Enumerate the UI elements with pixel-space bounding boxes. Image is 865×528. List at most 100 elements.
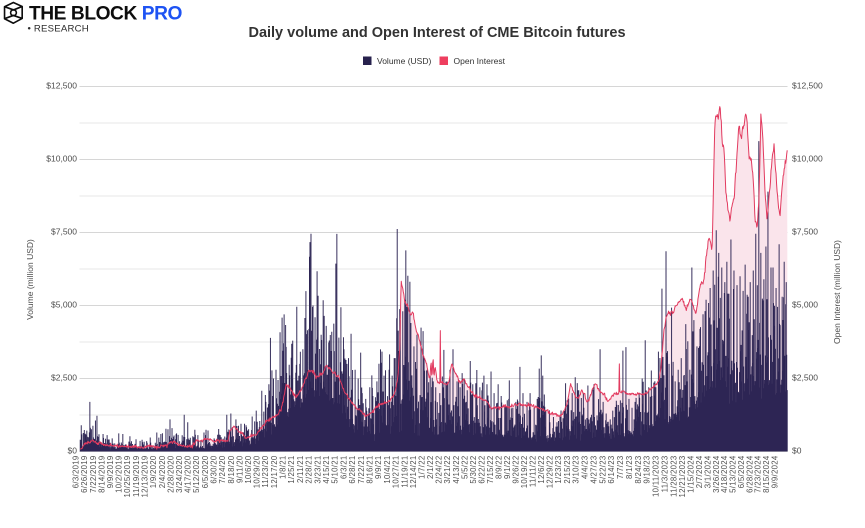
svg-text:6/5/2020: 6/5/2020	[201, 455, 210, 488]
svg-text:$5,000: $5,000	[51, 300, 77, 310]
svg-text:Open Interest (million USD): Open Interest (million USD)	[832, 240, 842, 344]
svg-text:10/6/20: 10/6/20	[244, 455, 253, 483]
svg-text:$10,000: $10,000	[46, 154, 77, 164]
svg-text:2/15/23: 2/15/23	[563, 456, 572, 484]
svg-text:4/4/23: 4/4/23	[581, 456, 590, 479]
svg-text:7/23/2024: 7/23/2024	[754, 455, 763, 493]
svg-text:6/28/21: 6/28/21	[348, 456, 357, 484]
svg-text:5/13/2024: 5/13/2024	[729, 455, 738, 493]
svg-text:$0: $0	[68, 446, 78, 456]
svg-text:10/4/21: 10/4/21	[383, 456, 392, 484]
svg-text:Daily volume and Open Interest: Daily volume and Open Interest of CME Bi…	[248, 25, 625, 41]
svg-text:11/11/22: 11/11/22	[528, 456, 537, 488]
svg-text:10/29/20: 10/29/20	[253, 455, 262, 488]
svg-text:7/22/21: 7/22/21	[357, 456, 366, 484]
svg-text:Open Interest: Open Interest	[454, 56, 506, 66]
svg-text:12/17/20: 12/17/20	[270, 455, 279, 488]
svg-text:9/9/2024: 9/9/2024	[771, 455, 780, 488]
svg-text:$12,500: $12,500	[46, 81, 77, 91]
svg-text:Volume (million USD): Volume (million USD)	[25, 239, 35, 320]
svg-text:2/24/22: 2/24/22	[435, 456, 444, 484]
svg-text:3/23/21: 3/23/21	[313, 456, 322, 484]
svg-text:6/14/23: 6/14/23	[607, 456, 616, 484]
svg-text:8/1/23: 8/1/23	[625, 456, 634, 479]
svg-text:11/19/21: 11/19/21	[400, 456, 409, 488]
svg-text:9/9/2019: 9/9/2019	[106, 456, 115, 489]
svg-text:11/3/2023: 11/3/2023	[660, 456, 669, 493]
svg-text:12/14/21: 12/14/21	[409, 456, 418, 489]
svg-text:1/23/23: 1/23/23	[554, 456, 563, 484]
svg-text:12/13/2019: 12/13/2019	[141, 456, 150, 498]
svg-text:3/26/2024: 3/26/2024	[712, 455, 721, 493]
svg-text:THE BLOCK PRO: THE BLOCK PRO	[29, 4, 183, 25]
svg-text:2/7/2024: 2/7/2024	[695, 455, 704, 488]
svg-text:3/10/23: 3/10/23	[572, 456, 581, 484]
svg-text:8/15/2024: 8/15/2024	[762, 455, 771, 493]
svg-text:1/8/21: 1/8/21	[279, 456, 288, 479]
svg-text:$12,500: $12,500	[792, 81, 823, 91]
svg-text:10/25/2019: 10/25/2019	[123, 456, 132, 498]
svg-text:12/6/22: 12/6/22	[537, 456, 546, 484]
svg-text:7/24/20: 7/24/20	[218, 455, 227, 483]
svg-text:5/22/23: 5/22/23	[598, 456, 607, 484]
svg-text:6/30/20: 6/30/20	[210, 455, 219, 483]
svg-text:9/1/22: 9/1/22	[503, 456, 512, 479]
svg-text:3/24/2020: 3/24/2020	[175, 455, 184, 493]
svg-text:$10,000: $10,000	[792, 154, 823, 164]
svg-text:2/28/2020: 2/28/2020	[166, 455, 175, 493]
svg-text:5/5/22: 5/5/22	[460, 456, 469, 479]
svg-text:4/17/2020: 4/17/2020	[184, 455, 193, 493]
svg-text:9/26/22: 9/26/22	[511, 456, 520, 484]
svg-text:$5,000: $5,000	[792, 300, 818, 310]
svg-text:7/7/23: 7/7/23	[616, 456, 625, 479]
svg-text:1/25/21: 1/25/21	[287, 456, 296, 484]
svg-text:12/29/22: 12/29/22	[545, 456, 554, 489]
svg-text:$7,500: $7,500	[51, 227, 77, 237]
svg-text:$0: $0	[792, 446, 802, 456]
svg-text:6/3/2019: 6/3/2019	[72, 456, 81, 489]
svg-text:6/26/2019: 6/26/2019	[80, 456, 89, 493]
svg-text:11/28/2023: 11/28/2023	[669, 456, 678, 497]
svg-text:Volume (USD): Volume (USD)	[377, 56, 431, 66]
svg-text:6/22/22: 6/22/22	[477, 456, 486, 484]
svg-text:12/21/2023: 12/21/2023	[678, 456, 687, 498]
svg-text:5/10/21: 5/10/21	[331, 456, 340, 484]
svg-text:10/27/21: 10/27/21	[392, 456, 401, 489]
svg-text:7/22/2019: 7/22/2019	[89, 456, 98, 493]
svg-text:9/18/23: 9/18/23	[643, 456, 652, 484]
svg-text:$2,500: $2,500	[792, 373, 818, 383]
svg-text:4/27/23: 4/27/23	[589, 456, 598, 484]
svg-text:8/18/20: 8/18/20	[227, 455, 236, 483]
svg-text:8/14/2019: 8/14/2019	[97, 456, 106, 493]
svg-text:8/9/22: 8/9/22	[494, 456, 503, 479]
svg-text:$2,500: $2,500	[51, 373, 77, 383]
svg-text:2/4/2020: 2/4/2020	[158, 455, 167, 488]
svg-text:• RESEARCH: • RESEARCH	[28, 24, 89, 35]
svg-text:10/19/22: 10/19/22	[520, 456, 529, 489]
svg-text:7/15/22: 7/15/22	[486, 456, 495, 484]
svg-text:2/28/21: 2/28/21	[305, 456, 314, 484]
svg-text:10/11/2023: 10/11/2023	[652, 456, 661, 497]
svg-text:5/12/2020: 5/12/2020	[192, 455, 201, 493]
svg-text:11/19/2019: 11/19/2019	[132, 456, 141, 497]
svg-text:4/18/2024: 4/18/2024	[720, 455, 729, 493]
svg-text:$7,500: $7,500	[792, 227, 818, 237]
svg-text:9/9/21: 9/9/21	[374, 456, 383, 479]
svg-text:8/24/23: 8/24/23	[634, 456, 643, 484]
svg-text:6/28/2024: 6/28/2024	[745, 455, 754, 493]
svg-text:5/30/22: 5/30/22	[469, 456, 478, 484]
svg-text:1/7/22: 1/7/22	[418, 456, 427, 479]
svg-text:2/11/21: 2/11/21	[296, 456, 305, 484]
svg-text:4/15/21: 4/15/21	[322, 456, 331, 484]
svg-text:11/23/20: 11/23/20	[261, 455, 270, 488]
svg-text:3/1/2024: 3/1/2024	[703, 455, 712, 488]
svg-text:6/3/21: 6/3/21	[339, 456, 348, 479]
svg-text:4/13/22: 4/13/22	[452, 456, 461, 484]
svg-text:10/2/2019: 10/2/2019	[115, 456, 124, 493]
svg-text:2/1/22: 2/1/22	[426, 456, 435, 479]
svg-text:1/15/2024: 1/15/2024	[687, 455, 696, 493]
svg-text:9/11/20: 9/11/20	[235, 455, 244, 483]
svg-text:6/5/2024: 6/5/2024	[737, 455, 746, 488]
svg-text:3/21/22: 3/21/22	[443, 456, 452, 484]
svg-text:1/9/2020: 1/9/2020	[149, 455, 158, 488]
